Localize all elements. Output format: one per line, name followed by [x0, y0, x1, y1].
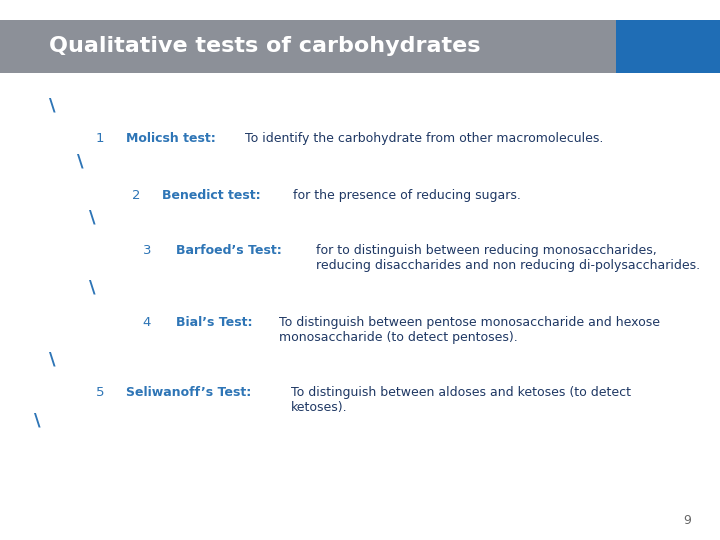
Text: for to distinguish between reducing monosaccharides,
reducing disaccharides and : for to distinguish between reducing mono…	[317, 244, 701, 272]
Text: 4: 4	[143, 316, 151, 329]
Text: \: \	[89, 278, 96, 296]
Text: To identify the carbohydrate from other macromolecules.: To identify the carbohydrate from other …	[246, 132, 604, 145]
Bar	[0, 20, 616, 73]
Text: \: \	[48, 350, 55, 368]
Text: To distinguish between pentose monosaccharide and hexose
monosaccharide (to dete: To distinguish between pentose monosacch…	[279, 316, 660, 344]
Text: Benedict test:: Benedict test:	[162, 189, 261, 202]
Text: \: \	[77, 153, 84, 171]
Text: \: \	[48, 96, 55, 114]
Text: Qualitative tests of carbohydrates: Qualitative tests of carbohydrates	[49, 36, 480, 57]
Bar	[616, 20, 720, 73]
Text: 3: 3	[143, 244, 151, 257]
Text: 5: 5	[96, 386, 104, 399]
Text: for the presence of reducing sugars.: for the presence of reducing sugars.	[293, 189, 521, 202]
Text: Bial’s Test:: Bial’s Test:	[176, 316, 253, 329]
Text: 9: 9	[683, 514, 691, 526]
Text: Barfoed’s Test:: Barfoed’s Test:	[176, 244, 282, 257]
Text: \: \	[34, 411, 41, 429]
Text: Seliwanoff’s Test:: Seliwanoff’s Test:	[126, 386, 251, 399]
Text: To distinguish between aldoses and ketoses (to detect
ketoses).: To distinguish between aldoses and ketos…	[291, 386, 631, 414]
Text: 1: 1	[96, 132, 104, 145]
Text: \: \	[89, 208, 96, 226]
Text: 2: 2	[132, 189, 140, 202]
Text: Molicsh test:: Molicsh test:	[126, 132, 216, 145]
